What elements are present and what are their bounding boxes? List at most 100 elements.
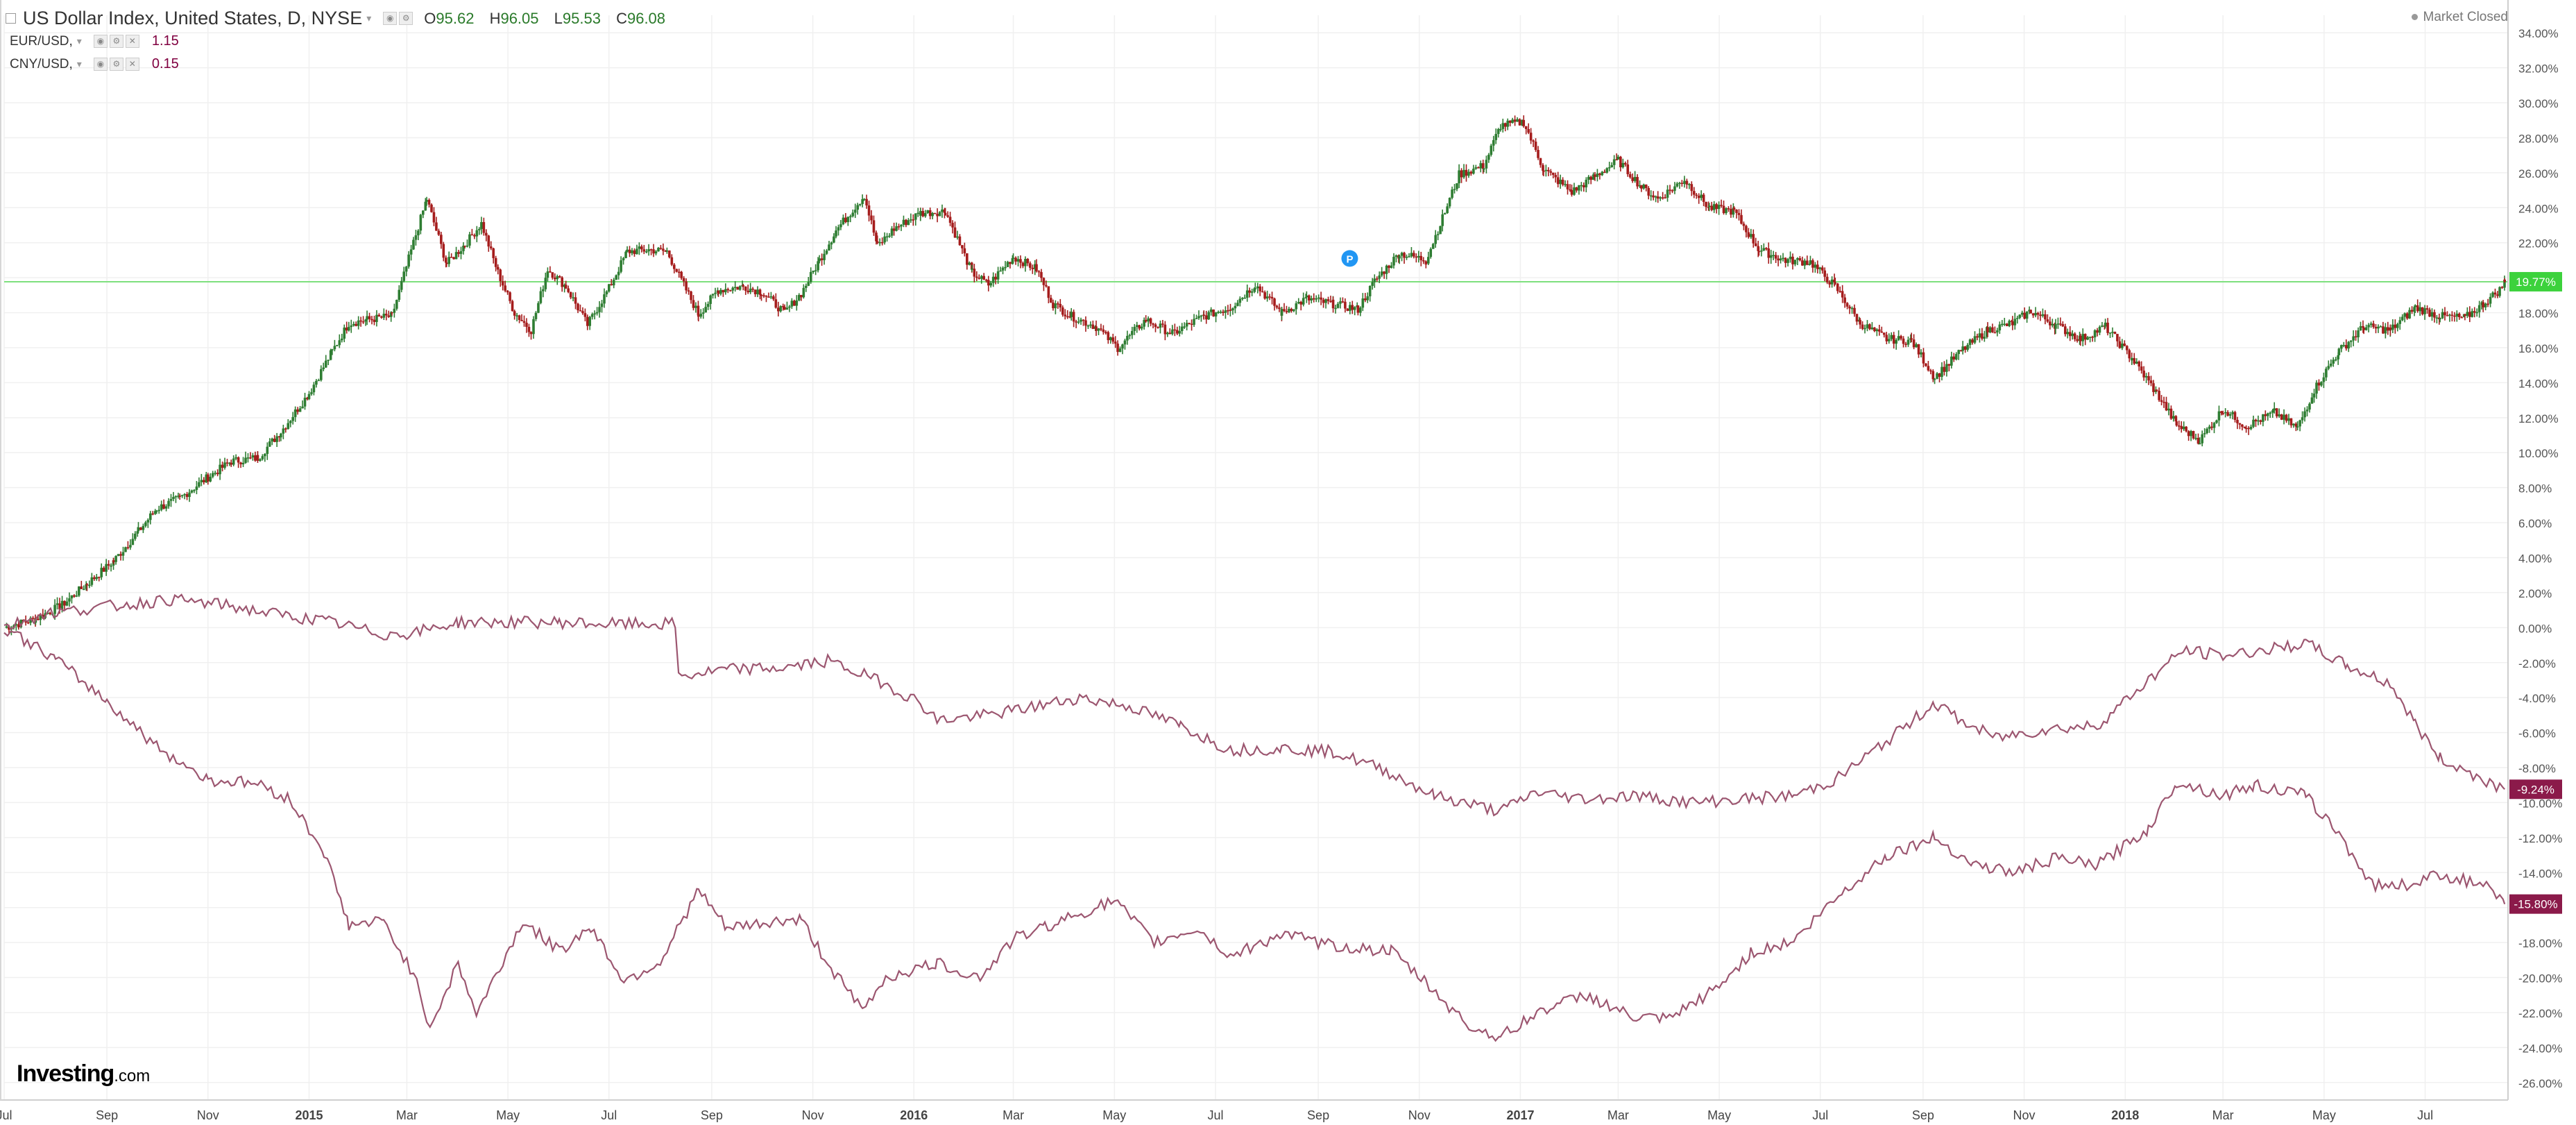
compare-legend-eur[interactable]: EUR/USD, ▾ ◉ ⚙ ✕ 1.15 (6, 30, 676, 53)
compare-legend-cny[interactable]: CNY/USD, ▾ ◉ ⚙ ✕ 0.15 (6, 53, 676, 76)
candle-body (1334, 307, 1337, 310)
candle-body (1082, 319, 1085, 321)
candle-body (1805, 260, 1809, 265)
candle-body (1371, 282, 1374, 286)
candle-body (1931, 371, 1935, 380)
caret-down-icon[interactable]: ▾ (76, 58, 82, 69)
candle-body (1152, 323, 1154, 325)
candle-body (480, 222, 483, 229)
candle-body (129, 545, 132, 548)
candle-body (402, 271, 406, 281)
candle-body (736, 287, 739, 290)
y-tick-label: 18.00% (2518, 307, 2559, 321)
candle-body (2349, 340, 2353, 342)
candle-body (1413, 253, 1415, 257)
candle-body (820, 258, 824, 260)
candle-body (943, 209, 946, 213)
candle-body (1302, 298, 1305, 305)
candle-body (1100, 328, 1102, 330)
candle-body (926, 210, 930, 213)
candle-body (2477, 305, 2481, 312)
candle-body (1870, 327, 1874, 330)
y-tick-label: 26.00% (2518, 167, 2559, 180)
candle-body (1116, 344, 1119, 353)
candle-body (1654, 196, 1657, 198)
candle-body (427, 200, 431, 205)
eye-icon[interactable]: ◉ (93, 58, 108, 71)
candle-body (1892, 335, 1895, 344)
candle-body (361, 321, 365, 323)
candle-body (1983, 337, 1986, 339)
candle-body (785, 307, 789, 310)
candle-body (638, 246, 641, 249)
caret-down-icon[interactable]: ▾ (366, 12, 372, 24)
caret-down-icon[interactable]: ▾ (76, 35, 82, 46)
candle-body (146, 520, 150, 523)
eye-icon[interactable]: ◉ (383, 12, 398, 25)
last-value-label: -15.80% (2514, 898, 2557, 911)
candle-body (1652, 195, 1655, 198)
candle-body (912, 219, 915, 221)
ohlc-readout: O95.62 H96.05 L95.53 C96.08 (424, 10, 676, 28)
candle-body (2236, 419, 2239, 423)
candle-body (672, 264, 676, 269)
candle-body (795, 300, 799, 306)
candle-body (1707, 207, 1710, 208)
candle-body (1222, 312, 1225, 313)
candle-body (1947, 364, 1951, 366)
candle-body (1834, 282, 1837, 284)
y-tick-label: 4.00% (2518, 552, 2552, 566)
candle-body (463, 246, 466, 247)
candle-body (2410, 310, 2414, 312)
candle-body (1024, 259, 1027, 267)
candle-body (1472, 169, 1475, 174)
candle-body (561, 277, 564, 287)
candle-body (2142, 370, 2145, 378)
candle-body (2254, 419, 2258, 422)
y-tick-label: -26.00% (2518, 1077, 2562, 1090)
close-icon[interactable]: ✕ (125, 35, 139, 48)
candle-body (1833, 279, 1836, 282)
candle-body (537, 303, 540, 313)
candle-body (1814, 264, 1817, 268)
candle-body (1207, 312, 1210, 320)
legend: US Dollar Index, United States, D, NYSE … (6, 7, 676, 76)
candle-body (2185, 426, 2187, 432)
candle-body (2347, 341, 2351, 349)
collapse-legend-icon[interactable] (6, 13, 16, 24)
candle-body (296, 409, 299, 412)
candle-body (1095, 326, 1098, 331)
candle-body (24, 621, 27, 623)
candle-body (2455, 313, 2459, 317)
settings-icon[interactable]: ⚙ (399, 12, 413, 25)
x-tick-label: Mar (2212, 1108, 2234, 1122)
candle-body (105, 564, 108, 572)
settings-icon[interactable]: ⚙ (109, 35, 123, 48)
candle-body (1692, 191, 1696, 195)
candle-body (1880, 331, 1884, 333)
series-line-eur-usd (3, 630, 2506, 1042)
candle-body (1004, 267, 1007, 269)
candle-body (289, 421, 292, 423)
candle-body (928, 210, 932, 217)
candle-body (1762, 248, 1766, 251)
candle-body (1764, 248, 1768, 249)
close-icon[interactable]: ✕ (125, 58, 139, 71)
candle-body (1887, 339, 1891, 341)
candle-body (1506, 120, 1509, 127)
candle-body (788, 306, 791, 308)
candle-body (188, 492, 191, 498)
candle-body (119, 554, 122, 556)
candle-body (975, 276, 978, 278)
x-tick-label: Sep (701, 1108, 723, 1122)
eye-icon[interactable]: ◉ (93, 35, 108, 48)
candle-body (870, 215, 873, 221)
candle-body (564, 285, 568, 289)
candle-body (534, 312, 538, 319)
settings-icon[interactable]: ⚙ (109, 58, 123, 71)
candle-body (1603, 171, 1606, 174)
candle-body (956, 236, 959, 238)
candle-body (612, 280, 615, 286)
candle-body (180, 495, 184, 496)
